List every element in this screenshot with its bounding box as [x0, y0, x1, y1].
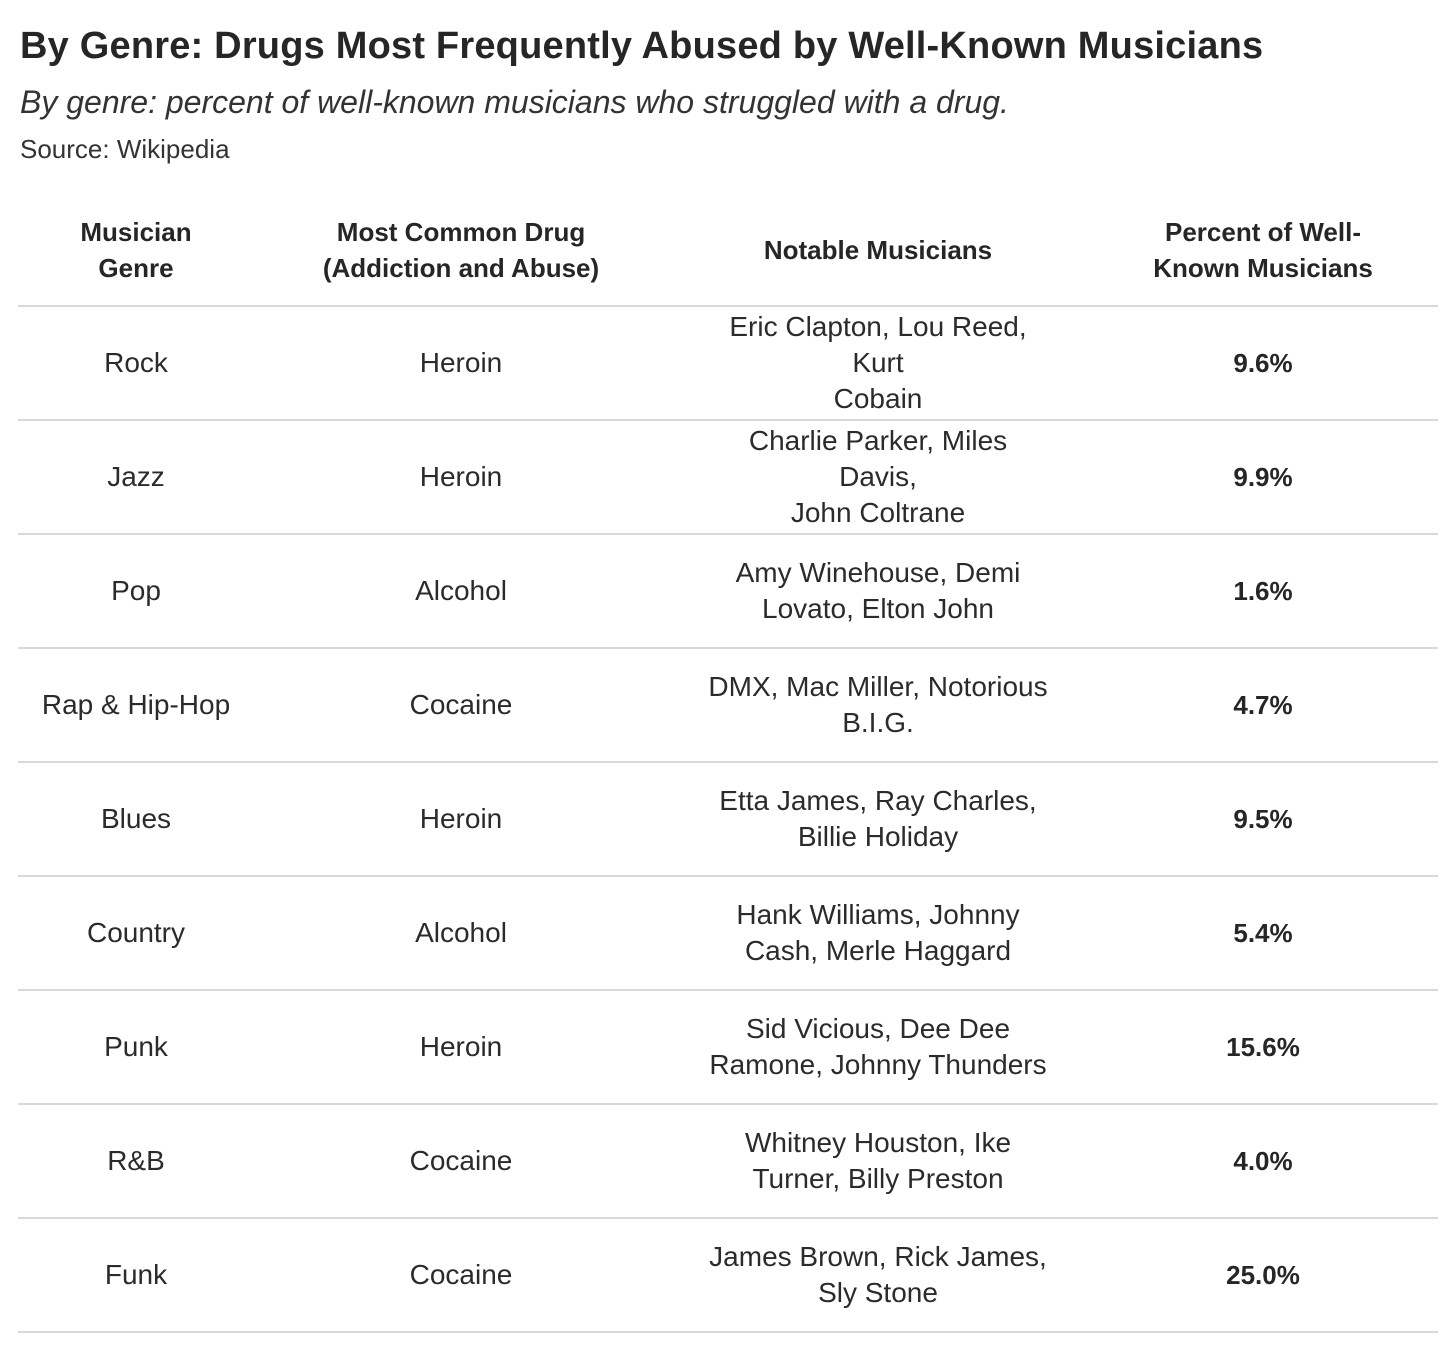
table-row: Funk Cocaine James Brown, Rick James, Sly S… — [18, 1218, 1438, 1333]
musicians-line: B.I.G. — [842, 707, 914, 738]
genre-cell: Rock — [18, 306, 254, 421]
table-row: Rap & Hip-Hop Cocaine DMX, Mac Miller, Not… — [18, 648, 1438, 763]
musicians-line: John Coltrane — [790, 497, 966, 528]
header-drug-line-1: Most Common Drug — [336, 217, 586, 247]
musicians-line: Eric Clapton, Lou Reed, Kurt — [729, 311, 1027, 378]
header-musicians: Notable Musicians — [668, 195, 1088, 307]
musicians-line: Ramone, Johnny Thunders — [709, 1049, 1047, 1080]
header-drug: Most Common Drug (Addiction and Abuse) — [254, 195, 668, 307]
genre-cell: Country — [18, 876, 254, 991]
drug-cell: Heroin — [254, 762, 668, 877]
musicians-line: DMX, Mac Miller, Notorious — [708, 671, 1048, 702]
data-table: Musician Genre Most Common Drug (Addicti… — [18, 195, 1438, 1333]
chart-title: By Genre: Drugs Most Frequently Abused b… — [20, 25, 1264, 67]
musicians-line: Charlie Parker, Miles Davis, — [748, 425, 1008, 492]
percent-cell: 4.7% — [1088, 648, 1438, 763]
header-percent-line-2: Known Musicians — [1153, 253, 1373, 283]
header-drug-line-2: (Addiction and Abuse) — [322, 253, 600, 283]
drug-cell: Alcohol — [254, 534, 668, 649]
table-header: Musician Genre Most Common Drug (Addicti… — [18, 195, 1438, 307]
genre-cell: Punk — [18, 990, 254, 1105]
chart-header: By Genre: Drugs Most Frequently Abused b… — [20, 14, 1440, 172]
percent-cell: 1.6% — [1088, 534, 1438, 649]
genre-cell: Blues — [18, 762, 254, 877]
genre-cell: Funk — [18, 1218, 254, 1333]
drug-cell: Cocaine — [254, 1218, 668, 1333]
table-body: Rock Heroin Eric Clapton, Lou Reed, Kurt Co… — [18, 306, 1438, 1333]
drug-cell: Heroin — [254, 420, 668, 535]
table-row: Punk Heroin Sid Vicious, Dee Dee Ramone, Jo… — [18, 990, 1438, 1105]
drug-cell: Cocaine — [254, 648, 668, 763]
musicians-cell: Whitney Houston, Ike Turner, Billy Presto… — [668, 1104, 1088, 1219]
header-genre-line-1: Musician — [80, 217, 192, 247]
drug-cell: Heroin — [254, 990, 668, 1105]
musicians-line: Sly Stone — [818, 1277, 938, 1308]
genre-cell: Rap & Hip-Hop — [18, 648, 254, 763]
percent-cell: 25.0% — [1088, 1218, 1438, 1333]
musicians-line: Billie Holiday — [797, 821, 959, 852]
table-row: Pop Alcohol Amy Winehouse, Demi Lovato, Elt… — [18, 534, 1438, 649]
percent-cell: 9.6% — [1088, 306, 1438, 421]
genre-cell: R&B — [18, 1104, 254, 1219]
musicians-line: Hank Williams, Johnny — [736, 899, 1020, 930]
musicians-line: Etta James, Ray Charles, — [719, 785, 1037, 816]
percent-cell: 15.6% — [1088, 990, 1438, 1105]
percent-cell: 9.9% — [1088, 420, 1438, 535]
musicians-cell: Charlie Parker, Miles Davis, John Coltran… — [668, 420, 1088, 535]
header-genre: Musician Genre — [18, 195, 254, 307]
musicians-cell: James Brown, Rick James, Sly Stone — [668, 1218, 1088, 1333]
musicians-line: Turner, Billy Preston — [752, 1163, 1004, 1194]
musicians-line: Amy Winehouse, Demi — [735, 557, 1021, 588]
musicians-cell: Eric Clapton, Lou Reed, Kurt Cobain — [668, 306, 1088, 421]
table-row: Country Alcohol Hank Williams, Johnny Cash,… — [18, 876, 1438, 991]
musicians-cell: Sid Vicious, Dee Dee Ramone, Johnny Thund… — [668, 990, 1088, 1105]
header-genre-line-2: Genre — [98, 253, 174, 283]
musicians-line: James Brown, Rick James, — [709, 1241, 1047, 1272]
genre-cell: Pop — [18, 534, 254, 649]
drug-cell: Cocaine — [254, 1104, 668, 1219]
percent-cell: 4.0% — [1088, 1104, 1438, 1219]
chart-subtitle: By genre: percent of well-known musician… — [20, 84, 1009, 120]
musicians-cell: DMX, Mac Miller, Notorious B.I.G. — [668, 648, 1088, 763]
header-percent-line-1: Percent of Well- — [1164, 217, 1361, 247]
musicians-line: Lovato, Elton John — [762, 593, 994, 624]
table-row: Blues Heroin Etta James, Ray Charles, Billi… — [18, 762, 1438, 877]
table-row: Rock Heroin Eric Clapton, Lou Reed, Kurt Co… — [18, 306, 1438, 421]
musicians-cell: Etta James, Ray Charles, Billie Holiday — [668, 762, 1088, 877]
table-row: Jazz Heroin Charlie Parker, Miles Davis, Jo… — [18, 420, 1438, 535]
musicians-line: Whitney Houston, Ike — [744, 1127, 1012, 1158]
table-row: R&B Cocaine Whitney Houston, Ike Turner, Bi… — [18, 1104, 1438, 1219]
musicians-cell: Hank Williams, Johnny Cash, Merle Haggard — [668, 876, 1088, 991]
percent-cell: 5.4% — [1088, 876, 1438, 991]
musicians-line: Cash, Merle Haggard — [744, 935, 1012, 966]
genre-cell: Jazz — [18, 420, 254, 535]
header-musicians-line-1: Notable Musicians — [763, 235, 993, 265]
drug-cell: Alcohol — [254, 876, 668, 991]
musicians-line: Cobain — [833, 383, 923, 414]
header-row: Musician Genre Most Common Drug (Addicti… — [18, 195, 1438, 307]
drug-cell: Heroin — [254, 306, 668, 421]
chart-source: Source: Wikipedia — [20, 134, 230, 164]
header-percent: Percent of Well- Known Musicians — [1088, 195, 1438, 307]
percent-cell: 9.5% — [1088, 762, 1438, 877]
musicians-cell: Amy Winehouse, Demi Lovato, Elton John — [668, 534, 1088, 649]
musicians-line: Sid Vicious, Dee Dee — [745, 1013, 1011, 1044]
